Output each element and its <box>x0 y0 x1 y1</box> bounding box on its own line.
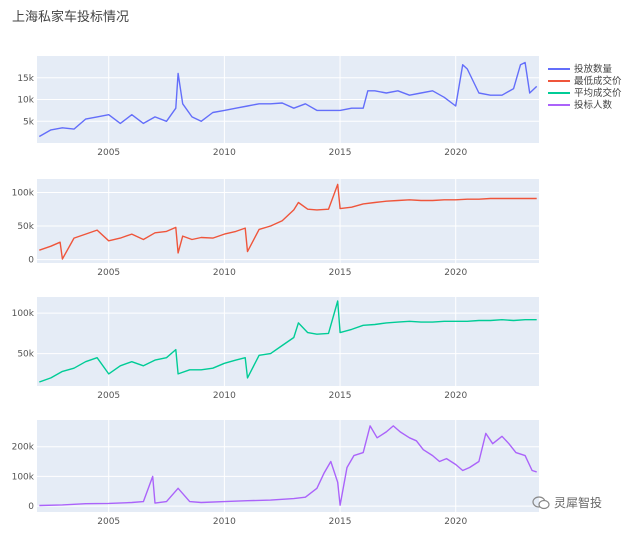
y-tick-label: 10k <box>17 96 34 106</box>
y-tick-label: 100k <box>12 188 35 198</box>
x-tick-label: 2005 <box>97 268 120 278</box>
x-tick-label: 2020 <box>444 268 467 278</box>
x-tick-label: 2015 <box>329 517 352 527</box>
x-tick-label: 2005 <box>97 148 120 158</box>
x-tick-label: 2005 <box>97 391 120 401</box>
watermark-text: 灵犀智投 <box>554 496 603 510</box>
panel-3: 2005 2010 2015 2020 50k 100k <box>12 297 539 401</box>
x-tick-label: 2005 <box>97 517 120 527</box>
x-tick-label: 2010 <box>213 268 236 278</box>
y-tick-label: 50k <box>17 222 34 232</box>
y-tick-label: 50k <box>17 350 34 360</box>
x-tick-label: 2010 <box>213 148 236 158</box>
legend-item-4[interactable]: 投标人数 <box>548 99 613 111</box>
legend-label: 最低成交价 <box>574 75 622 87</box>
x-tick-label: 2015 <box>329 268 352 278</box>
panel-1: 2005 2010 2015 2020 5k 10k 15k <box>17 56 539 158</box>
x-tick-label: 2010 <box>213 517 236 527</box>
plot-area <box>37 179 539 263</box>
x-tick-label: 2020 <box>444 148 467 158</box>
legend-item-3[interactable]: 平均成交价 <box>548 87 622 99</box>
x-tick-label: 2015 <box>329 391 352 401</box>
panel-2: 2005 2010 2015 2020 0 50k 100k <box>12 179 539 278</box>
plot-area <box>37 420 539 512</box>
wechat-icon <box>532 495 550 509</box>
panels: 2005 2010 2015 2020 5k 10k 15k 2005 2010 2015 2020… <box>12 56 539 527</box>
y-tick-label: 0 <box>28 502 34 512</box>
watermark: 灵犀智投 <box>532 494 602 511</box>
chart-title: 上海私家车投标情况 <box>12 10 130 25</box>
y-tick-label: 5k <box>23 117 35 127</box>
y-tick-label: 100k <box>12 472 35 482</box>
legend-item-1[interactable]: 投放数量 <box>548 63 613 75</box>
legend-label: 平均成交价 <box>574 87 622 99</box>
y-tick-label: 0 <box>28 256 34 266</box>
legend-item-2[interactable]: 最低成交价 <box>548 75 622 87</box>
x-tick-label: 2020 <box>444 391 467 401</box>
series-line-3[interactable] <box>39 300 537 383</box>
legend-label: 投标人数 <box>574 99 613 111</box>
y-tick-label: 100k <box>12 309 35 319</box>
y-tick-label: 15k <box>17 74 34 84</box>
y-tick-label: 200k <box>12 443 35 453</box>
x-tick-label: 2020 <box>444 517 467 527</box>
legend-label: 投放数量 <box>574 63 613 75</box>
series-line-2[interactable] <box>39 183 537 260</box>
series-line-1[interactable] <box>38 61 538 138</box>
x-tick-label: 2010 <box>213 391 236 401</box>
panel-4: 2005 2010 2015 2020 0 100k 200k <box>12 420 539 527</box>
series-line-4[interactable] <box>39 425 537 507</box>
x-tick-label: 2015 <box>329 148 352 158</box>
